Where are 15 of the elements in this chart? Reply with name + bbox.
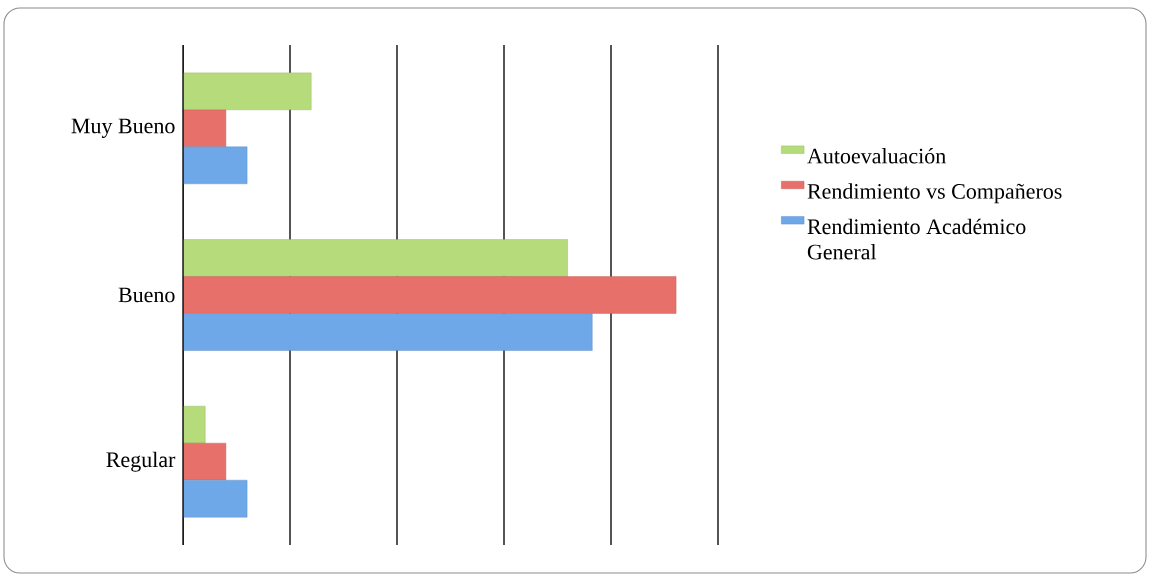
bar xyxy=(183,442,227,481)
y-tick-label: Regular xyxy=(106,451,176,472)
bar xyxy=(183,479,248,518)
bar xyxy=(183,146,248,185)
bar xyxy=(183,276,677,314)
bar xyxy=(183,239,568,277)
legend-label: Autoevaluación xyxy=(807,148,946,164)
bar xyxy=(183,313,593,351)
legend-label: Rendimiento Académico General xyxy=(807,218,1026,260)
legend-label: Rendimiento vs Compañeros xyxy=(807,183,1062,204)
y-tick-label: Bueno xyxy=(118,287,175,303)
bar xyxy=(183,405,206,444)
y-tick-label: Muy Bueno xyxy=(71,118,175,138)
bar xyxy=(183,72,312,111)
bar xyxy=(183,109,227,148)
